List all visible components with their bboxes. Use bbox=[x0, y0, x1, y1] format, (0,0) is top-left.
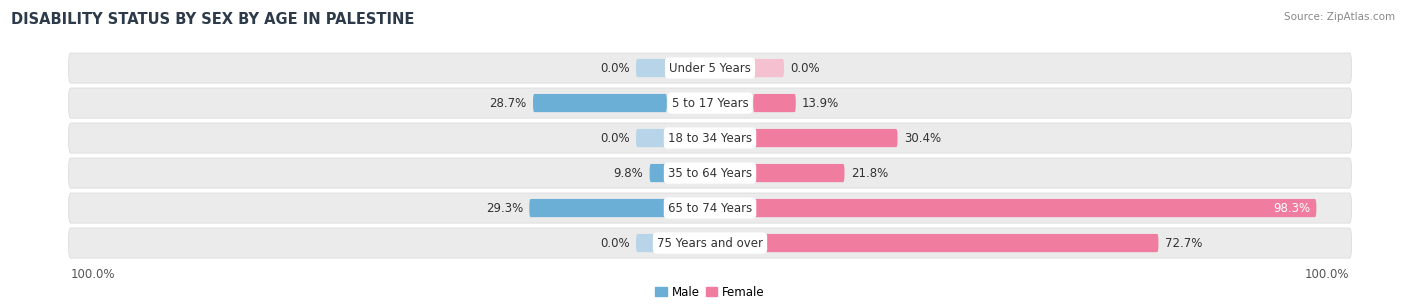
Text: 28.7%: 28.7% bbox=[489, 97, 527, 109]
FancyBboxPatch shape bbox=[69, 193, 1351, 223]
FancyBboxPatch shape bbox=[636, 59, 666, 77]
FancyBboxPatch shape bbox=[636, 129, 666, 147]
Text: 75 Years and over: 75 Years and over bbox=[657, 237, 763, 249]
Text: 21.8%: 21.8% bbox=[851, 167, 889, 180]
FancyBboxPatch shape bbox=[754, 94, 796, 112]
Text: 9.8%: 9.8% bbox=[613, 167, 644, 180]
Text: Source: ZipAtlas.com: Source: ZipAtlas.com bbox=[1284, 12, 1395, 22]
Text: Under 5 Years: Under 5 Years bbox=[669, 62, 751, 74]
FancyBboxPatch shape bbox=[636, 234, 666, 252]
Legend: Male, Female: Male, Female bbox=[651, 281, 769, 303]
FancyBboxPatch shape bbox=[754, 234, 1159, 252]
Text: 30.4%: 30.4% bbox=[904, 131, 941, 145]
FancyBboxPatch shape bbox=[754, 164, 845, 182]
Text: 0.0%: 0.0% bbox=[600, 131, 630, 145]
FancyBboxPatch shape bbox=[754, 59, 785, 77]
FancyBboxPatch shape bbox=[69, 53, 1351, 83]
Text: 65 to 74 Years: 65 to 74 Years bbox=[668, 202, 752, 214]
Text: 98.3%: 98.3% bbox=[1272, 202, 1310, 214]
FancyBboxPatch shape bbox=[650, 164, 666, 182]
Text: 72.7%: 72.7% bbox=[1164, 237, 1202, 249]
FancyBboxPatch shape bbox=[69, 228, 1351, 258]
Text: 13.9%: 13.9% bbox=[801, 97, 839, 109]
FancyBboxPatch shape bbox=[69, 88, 1351, 118]
FancyBboxPatch shape bbox=[754, 129, 897, 147]
FancyBboxPatch shape bbox=[529, 199, 666, 217]
FancyBboxPatch shape bbox=[69, 123, 1351, 153]
Text: 0.0%: 0.0% bbox=[600, 62, 630, 74]
Text: DISABILITY STATUS BY SEX BY AGE IN PALESTINE: DISABILITY STATUS BY SEX BY AGE IN PALES… bbox=[11, 12, 415, 27]
Text: 35 to 64 Years: 35 to 64 Years bbox=[668, 167, 752, 180]
FancyBboxPatch shape bbox=[754, 199, 1316, 217]
Text: 0.0%: 0.0% bbox=[600, 237, 630, 249]
FancyBboxPatch shape bbox=[69, 158, 1351, 188]
Text: 29.3%: 29.3% bbox=[486, 202, 523, 214]
Text: 18 to 34 Years: 18 to 34 Years bbox=[668, 131, 752, 145]
Text: 5 to 17 Years: 5 to 17 Years bbox=[672, 97, 748, 109]
FancyBboxPatch shape bbox=[533, 94, 666, 112]
Text: 0.0%: 0.0% bbox=[790, 62, 820, 74]
